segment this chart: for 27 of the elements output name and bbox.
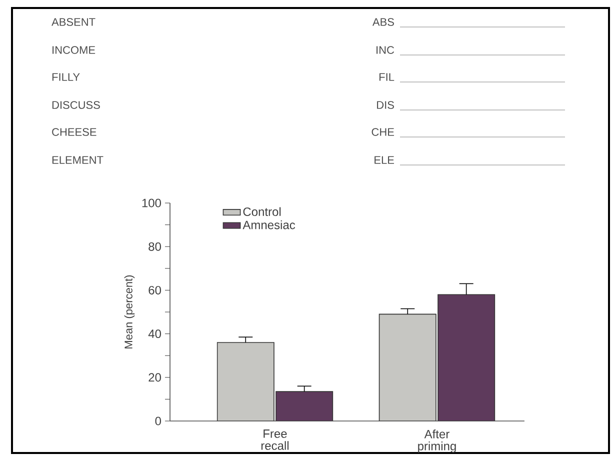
- text: INCOME: [52, 46, 96, 54]
- y-tick-label: 60: [148, 286, 162, 294]
- legend-label: Amnesiac: [242, 220, 296, 230]
- x-tick-label: After priming: [418, 430, 456, 453]
- bar: [378, 314, 436, 422]
- text: DIS: [377, 101, 394, 109]
- text: CHEESE: [52, 128, 96, 136]
- bar: [216, 342, 274, 422]
- text: ABS: [372, 18, 394, 26]
- text: ABSENT: [52, 18, 96, 26]
- text: FILLY: [52, 73, 80, 81]
- bar: [438, 294, 496, 422]
- x-tick-label: Free recall: [261, 430, 289, 450]
- bar: [276, 391, 334, 422]
- text: ELE: [374, 156, 394, 164]
- text: FIL: [379, 73, 394, 81]
- y-tick-label: 40: [148, 330, 162, 338]
- legend-label: Control: [243, 207, 281, 216]
- text: DISCUSS: [52, 101, 100, 109]
- y-tick-label: 0: [155, 416, 162, 426]
- y-tick-label: 80: [148, 242, 162, 251]
- text: CHE: [372, 128, 394, 136]
- y-axis-title: Mean (percent): [124, 275, 135, 348]
- text: INC: [376, 46, 394, 54]
- y-tick-label: 20: [148, 373, 162, 382]
- text: ELEMENT: [52, 156, 104, 164]
- y-tick-label: 100: [142, 198, 161, 208]
